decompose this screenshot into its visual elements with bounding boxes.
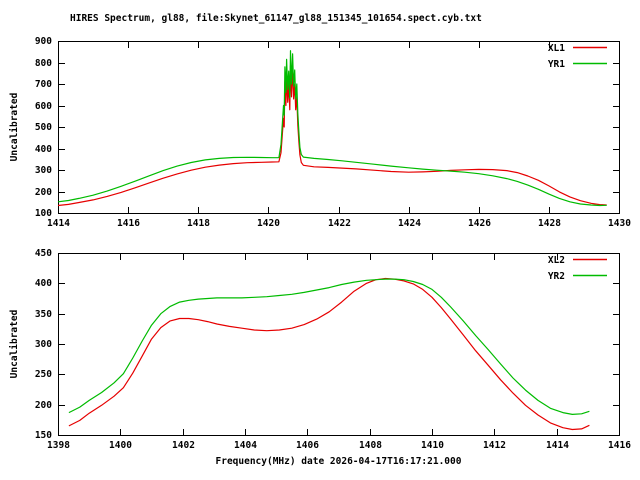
x-tick-label: 1420 [257, 218, 280, 229]
y-tick-label: 500 [34, 121, 52, 133]
plot-border [58, 253, 620, 436]
x-tick-label: 1402 [172, 440, 195, 451]
series-YR2-line [68, 278, 590, 415]
x-tick-label: 1400 [109, 440, 132, 451]
x-tick-label: 1426 [468, 218, 491, 229]
x-tick-label: 1422 [328, 218, 351, 229]
legend-label-YR2: YR2 [548, 271, 565, 282]
y-tick-label: 450 [34, 247, 52, 259]
y-tick-label: 400 [34, 143, 52, 155]
y-tick-label: 200 [34, 186, 52, 198]
x-tick-label: 1414 [546, 440, 569, 451]
series-XL1-line [57, 65, 607, 207]
x-tick-label: 1412 [483, 440, 506, 451]
y-tick-label: 300 [34, 338, 52, 350]
y-tick-label: 800 [34, 57, 52, 69]
y-tick-label: 400 [34, 277, 52, 289]
legend-label-YR1: YR1 [548, 59, 565, 70]
x-tick-label: 1430 [608, 218, 631, 229]
x-tick-label: 1398 [47, 440, 70, 451]
x-tick-label: 1410 [421, 440, 444, 451]
y-tick-label: 150 [34, 429, 52, 441]
x-axis-label: Frequency(MHz) date 2026-04-17T16:17:21.… [215, 456, 462, 467]
y-tick-label: 900 [34, 35, 52, 47]
y-tick-label: 200 [34, 399, 52, 411]
x-tick-label: 1406 [296, 440, 319, 451]
x-tick-label: 1404 [234, 440, 257, 451]
x-tick-label: 1416 [117, 218, 140, 229]
series-XL2-line [68, 277, 590, 431]
y-tick-label: 300 [34, 164, 52, 176]
x-tick-label: 1418 [187, 218, 210, 229]
x-tick-label: 1414 [47, 218, 70, 229]
y-tick-label: 250 [34, 368, 52, 380]
y-tick-label: 700 [34, 78, 52, 90]
x-tick-label: 1424 [398, 218, 421, 229]
series-YR1-line [57, 50, 607, 207]
plot-border [58, 41, 620, 214]
y-tick-label: 350 [34, 308, 52, 320]
x-tick-label: 1428 [538, 218, 561, 229]
x-tick-label: 1416 [608, 440, 631, 451]
y-tick-label: 600 [34, 100, 52, 112]
legend-label-XL1: XL1 [548, 43, 565, 54]
x-tick-label: 1408 [359, 440, 382, 451]
legend-label-XL2: XL2 [548, 255, 565, 266]
y-tick-label: 100 [34, 207, 52, 219]
chart-title: HIRES Spectrum, gl88, file:Skynet_61147_… [70, 13, 482, 24]
